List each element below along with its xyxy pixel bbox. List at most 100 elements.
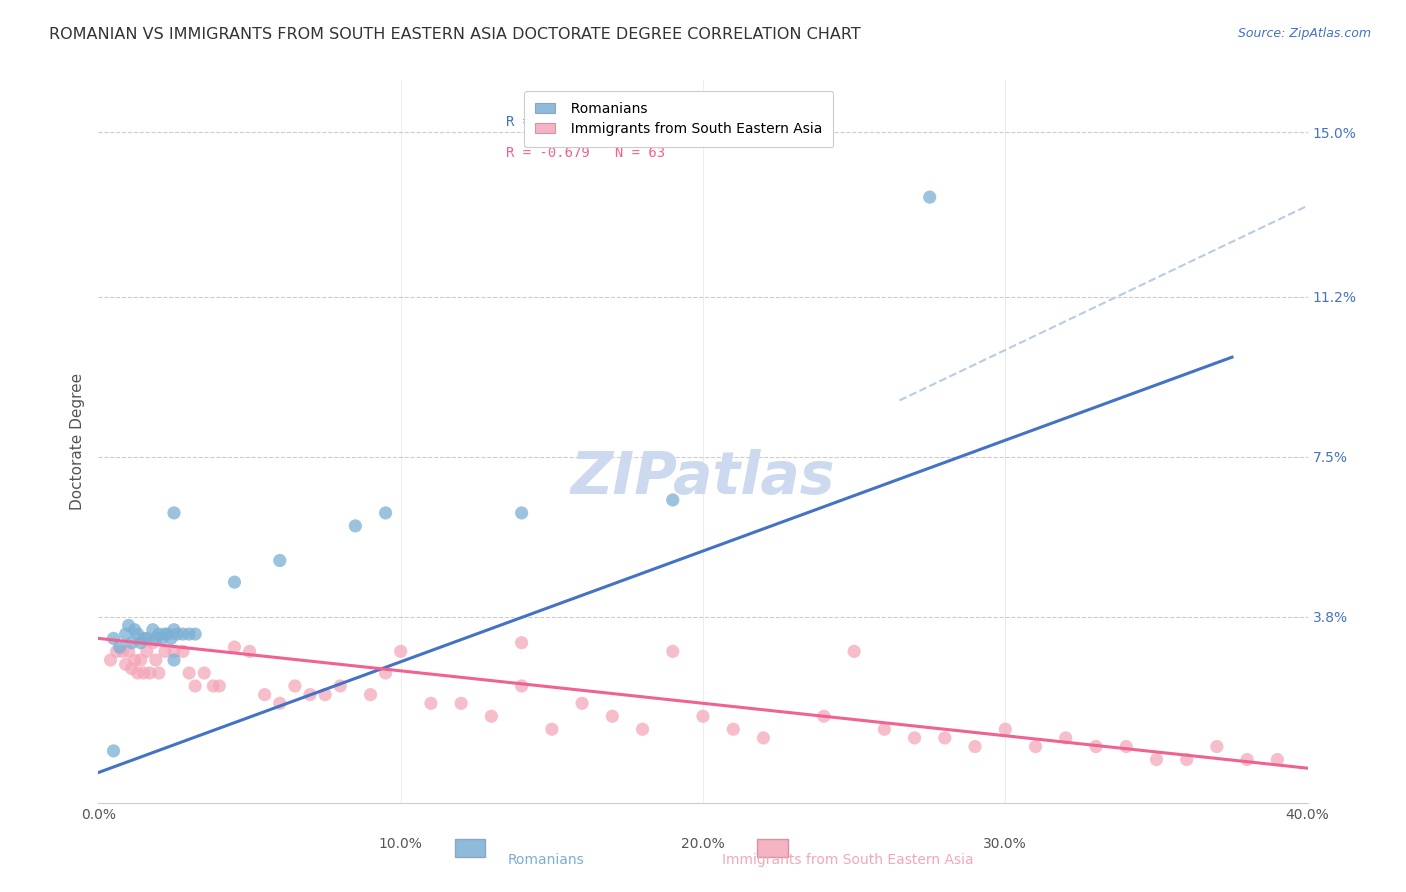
Point: [224, 575, 246, 590]
Text: ZIPatlas: ZIPatlas: [571, 450, 835, 506]
Point: [374, 665, 396, 680]
Point: [163, 506, 186, 520]
Point: [510, 506, 533, 520]
Point: [752, 731, 775, 745]
Point: [329, 679, 352, 693]
Point: [145, 632, 167, 646]
Point: [129, 636, 152, 650]
Point: [904, 731, 927, 745]
Point: [1115, 739, 1137, 754]
Point: [163, 653, 186, 667]
Point: [150, 632, 173, 646]
Point: [163, 644, 186, 658]
Point: [108, 640, 131, 654]
Point: [172, 644, 194, 658]
Point: [129, 653, 152, 667]
Point: [571, 696, 593, 710]
Point: [1085, 739, 1108, 754]
Point: [314, 688, 336, 702]
Point: [389, 644, 412, 658]
Point: [253, 688, 276, 702]
Text: R =  0.759   N = 32: R = 0.759 N = 32: [506, 115, 665, 129]
Point: [510, 636, 533, 650]
Point: [179, 665, 201, 680]
Legend:   Romanians,   Immigrants from South Eastern Asia: Romanians, Immigrants from South Eastern…: [524, 91, 834, 147]
Point: [344, 519, 367, 533]
Point: [540, 723, 562, 737]
Point: [481, 709, 503, 723]
Point: [661, 492, 683, 507]
Point: [193, 665, 215, 680]
Point: [121, 662, 143, 676]
Point: [269, 553, 291, 567]
Point: [813, 709, 835, 723]
Point: [148, 665, 170, 680]
Point: [692, 709, 714, 723]
Point: [166, 627, 188, 641]
Point: [1144, 752, 1167, 766]
Point: [450, 696, 472, 710]
Point: [184, 627, 207, 641]
Point: [510, 679, 533, 693]
Point: [148, 627, 170, 641]
Point: [602, 709, 624, 723]
Point: [103, 744, 125, 758]
Point: [420, 696, 443, 710]
Point: [1236, 752, 1258, 766]
Point: [844, 644, 866, 658]
Point: [114, 657, 136, 672]
Point: [139, 665, 162, 680]
Text: Romanians: Romanians: [508, 854, 583, 867]
Point: [1206, 739, 1229, 754]
Point: [965, 739, 987, 754]
Y-axis label: Doctorate Degree: Doctorate Degree: [69, 373, 84, 510]
Text: ROMANIAN VS IMMIGRANTS FROM SOUTH EASTERN ASIA DOCTORATE DEGREE CORRELATION CHAR: ROMANIAN VS IMMIGRANTS FROM SOUTH EASTER…: [49, 27, 860, 42]
Point: [360, 688, 382, 702]
Point: [124, 653, 146, 667]
Point: [142, 623, 165, 637]
FancyBboxPatch shape: [758, 838, 787, 857]
Point: [239, 644, 262, 658]
Point: [1175, 752, 1198, 766]
Point: [374, 506, 396, 520]
Point: [153, 627, 176, 641]
Point: [114, 627, 136, 641]
Point: [160, 632, 183, 646]
Point: [135, 632, 157, 646]
Point: [224, 640, 246, 654]
Point: [135, 644, 157, 658]
Text: 20.0%: 20.0%: [681, 838, 725, 851]
Point: [111, 644, 134, 658]
Point: [994, 723, 1017, 737]
Point: [124, 623, 146, 637]
Point: [1267, 752, 1289, 766]
Text: Immigrants from South Eastern Asia: Immigrants from South Eastern Asia: [723, 854, 974, 867]
Point: [127, 665, 149, 680]
Point: [132, 632, 155, 646]
Point: [284, 679, 307, 693]
Point: [118, 618, 141, 632]
Point: [299, 688, 322, 702]
Text: 10.0%: 10.0%: [378, 838, 423, 851]
Point: [269, 696, 291, 710]
Point: [934, 731, 956, 745]
Text: R = -0.679   N = 63: R = -0.679 N = 63: [506, 145, 665, 160]
Point: [156, 627, 179, 641]
Point: [179, 627, 201, 641]
Point: [145, 653, 167, 667]
Point: [1024, 739, 1046, 754]
Point: [1054, 731, 1077, 745]
Point: [132, 665, 155, 680]
Point: [172, 627, 194, 641]
Point: [631, 723, 654, 737]
Point: [127, 627, 149, 641]
Point: [873, 723, 896, 737]
Point: [100, 653, 122, 667]
Text: Source: ZipAtlas.com: Source: ZipAtlas.com: [1237, 27, 1371, 40]
Point: [202, 679, 225, 693]
Point: [661, 644, 683, 658]
Point: [163, 623, 186, 637]
Point: [118, 644, 141, 658]
Text: 30.0%: 30.0%: [983, 838, 1028, 851]
Point: [103, 632, 125, 646]
